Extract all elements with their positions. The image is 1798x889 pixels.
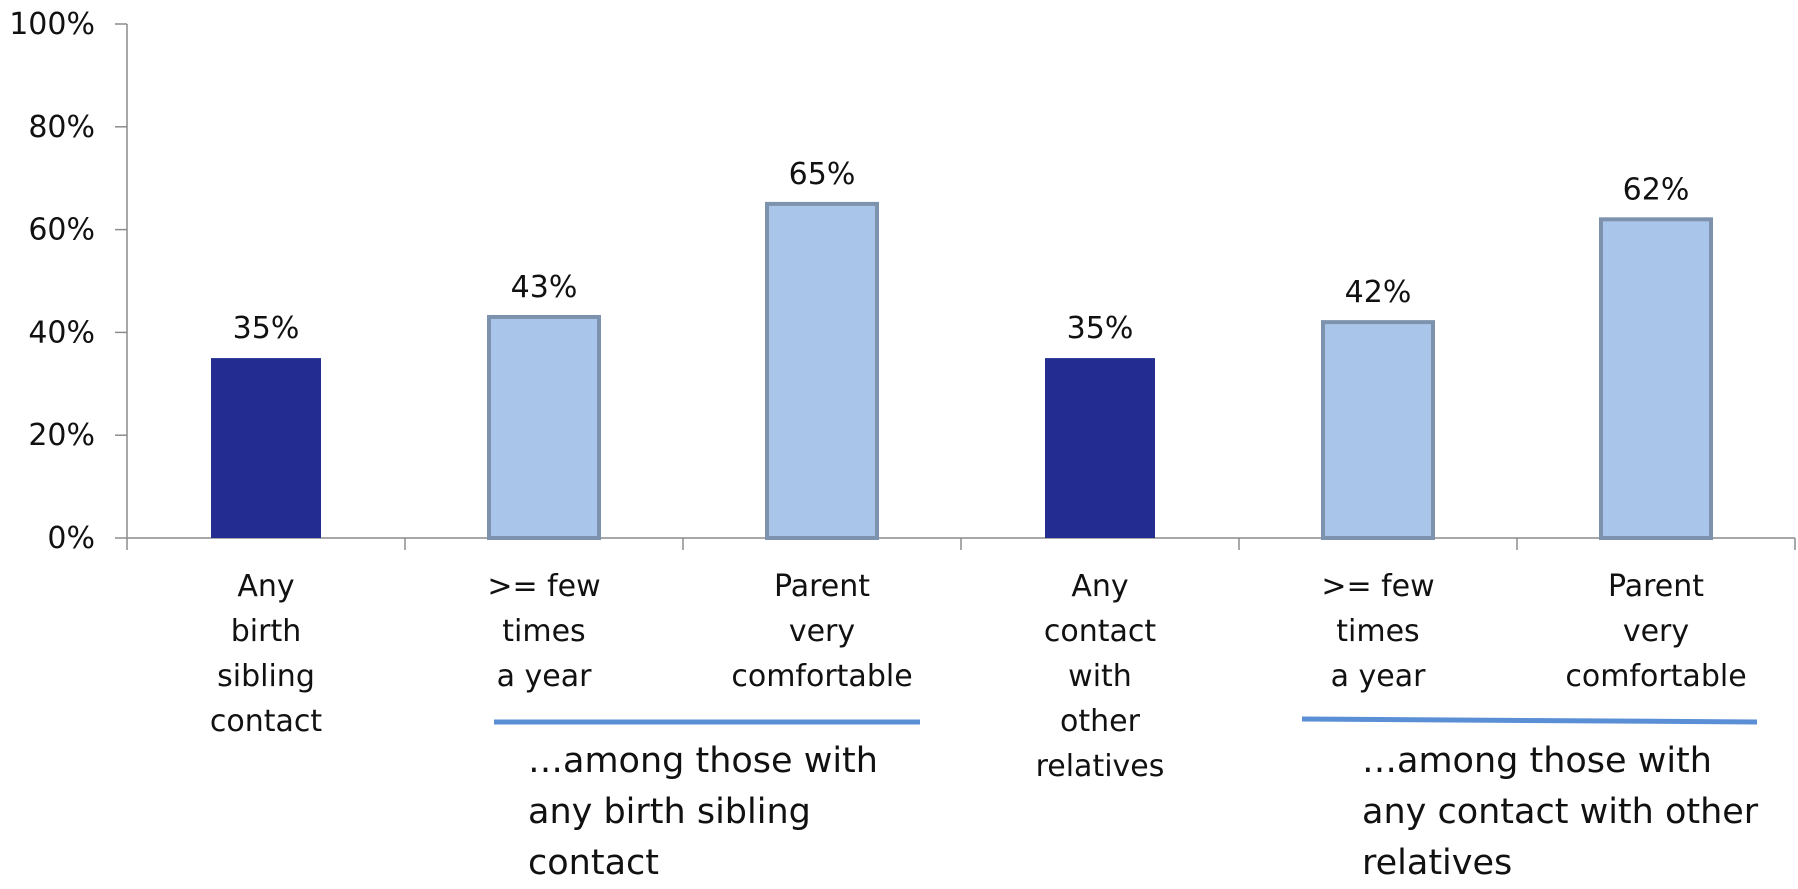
data-label: 65% <box>789 157 856 192</box>
group-underline <box>1301 716 1758 725</box>
x-category-label: Parent very comfortable <box>731 569 913 694</box>
annotation-birth-sibling: …among those with any birth sibling cont… <box>528 741 878 883</box>
x-category-label: Any birth sibling contact <box>209 569 323 739</box>
x-category-label: >= few times a year <box>1321 569 1435 694</box>
x-category-label: Any contact with other relatives <box>1035 569 1165 784</box>
y-tick-label: 60% <box>28 213 95 248</box>
data-label: 35% <box>233 311 300 346</box>
bar <box>1599 217 1713 540</box>
bar <box>1321 320 1435 540</box>
y-tick-label: 40% <box>28 315 95 350</box>
data-label: 35% <box>1067 311 1134 346</box>
y-tick-label: 0% <box>47 521 95 556</box>
y-tick-label: 80% <box>28 110 95 145</box>
data-label: 43% <box>511 270 578 305</box>
bar <box>211 358 321 538</box>
bar <box>487 314 601 541</box>
annotation-other-relatives: …among those with any contact with other… <box>1362 741 1759 883</box>
bar <box>1045 358 1155 538</box>
y-tick-label: 20% <box>28 418 95 453</box>
x-category-label: Parent very comfortable <box>1565 569 1747 694</box>
data-label: 42% <box>1345 275 1412 310</box>
data-label: 62% <box>1623 172 1690 207</box>
y-tick-label: 100% <box>9 7 95 42</box>
x-category-label: >= few times a year <box>487 569 601 694</box>
bar <box>765 201 879 540</box>
